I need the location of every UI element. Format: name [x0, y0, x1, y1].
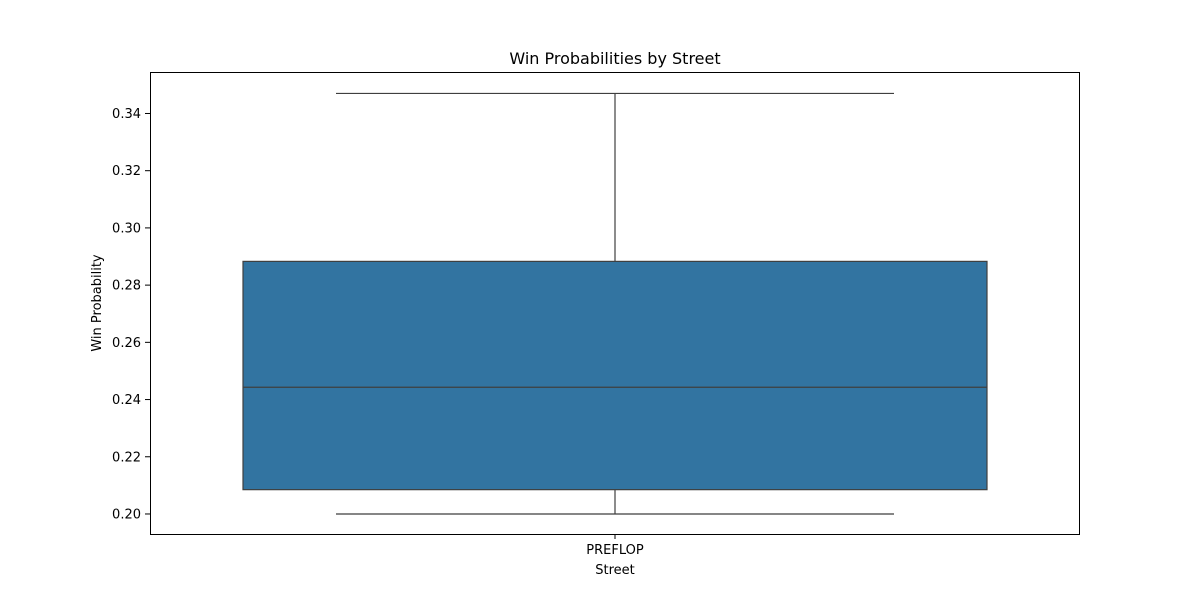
y-tick-label: 0.30: [112, 221, 141, 236]
y-tick-label: 0.20: [112, 507, 141, 522]
y-tick-label: 0.32: [112, 164, 141, 179]
y-tick-label: 0.28: [112, 279, 141, 294]
x-axis: PREFLOP: [586, 534, 644, 558]
y-axis: 0.20 0.22 0.24 0.26 0.28 0.30 0.32 0.34: [112, 107, 150, 522]
y-tick-label: 0.26: [112, 336, 141, 351]
y-tick-label: 0.34: [112, 107, 141, 122]
x-axis-label: Street: [595, 563, 635, 578]
y-tick-label: 0.24: [112, 393, 141, 408]
chart-title: Win Probabilities by Street: [509, 49, 720, 68]
box-iqr: [242, 260, 988, 491]
y-tick-label: 0.22: [112, 450, 141, 465]
y-axis-label: Win Probability: [90, 254, 105, 352]
x-tick-label: PREFLOP: [586, 543, 644, 558]
plot-area: [242, 92, 988, 515]
